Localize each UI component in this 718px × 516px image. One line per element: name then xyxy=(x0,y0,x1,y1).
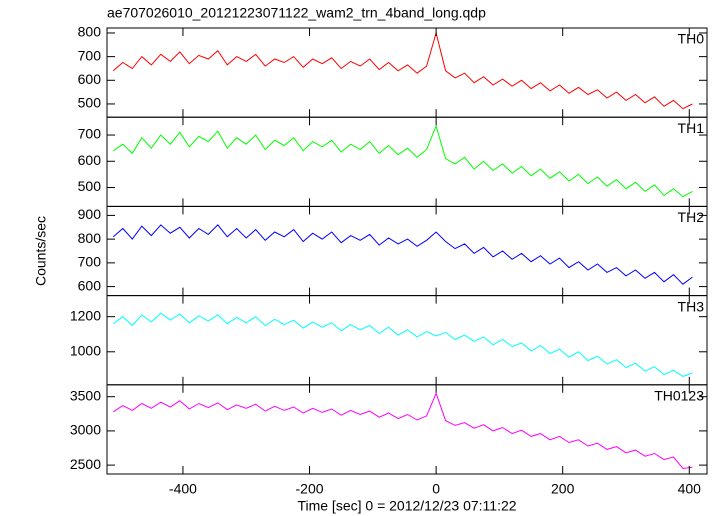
y-axis-label: Counts/sec xyxy=(33,216,49,286)
y-tick-label: 800 xyxy=(78,24,102,40)
y-tick-label: 3500 xyxy=(70,387,101,403)
y-tick-label: 500 xyxy=(78,95,102,111)
y-tick-label: 800 xyxy=(78,230,102,246)
data-line xyxy=(112,224,693,285)
panel-frame xyxy=(106,384,708,475)
panel-label: TH3 xyxy=(678,298,705,314)
y-tick-label: 600 xyxy=(78,152,102,168)
y-tick-label: 600 xyxy=(78,71,102,87)
panel-frame xyxy=(106,295,708,386)
panel-frame xyxy=(106,27,708,118)
x-tick-label: 400 xyxy=(678,481,702,497)
panel-label: TH0 xyxy=(678,31,705,47)
panel-frame xyxy=(106,116,708,207)
data-line xyxy=(113,312,693,377)
y-tick-label: 500 xyxy=(78,178,102,194)
y-tick-label: 700 xyxy=(78,254,102,270)
y-tick-label: 1000 xyxy=(70,342,101,358)
x-tick-label: -400 xyxy=(169,481,197,497)
chart-title: ae707026010_20121223071122_wam2_trn_4ban… xyxy=(107,5,486,21)
data-line xyxy=(113,124,693,198)
x-axis-label: Time [sec] 0 = 2012/12/23 07:11:22 xyxy=(297,498,516,514)
y-tick-label: 1200 xyxy=(70,307,101,323)
y-tick-label: 600 xyxy=(78,277,102,293)
x-tick-label: 0 xyxy=(432,481,440,497)
y-tick-label: 3000 xyxy=(70,422,101,438)
x-tick-label: 200 xyxy=(551,481,575,497)
y-tick-label: 700 xyxy=(78,126,102,142)
y-tick-label: 900 xyxy=(78,206,102,222)
panel-frame xyxy=(106,205,708,297)
panel-label: TH0123 xyxy=(654,388,704,404)
panel-label: TH2 xyxy=(678,209,705,225)
panel-label: TH1 xyxy=(678,120,705,136)
data-line xyxy=(113,391,693,470)
y-tick-label: 700 xyxy=(78,47,102,63)
data-line xyxy=(112,31,693,110)
y-tick-label: 2500 xyxy=(70,456,101,472)
x-tick-label: -200 xyxy=(296,481,324,497)
